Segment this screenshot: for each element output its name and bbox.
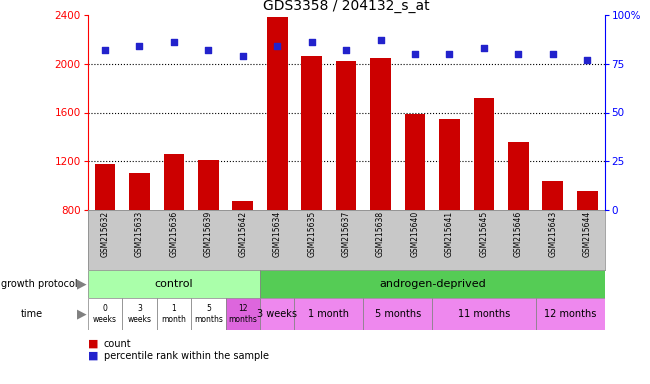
Point bbox=[478, 45, 489, 51]
Point bbox=[547, 51, 558, 57]
Text: GSM215641: GSM215641 bbox=[445, 211, 454, 257]
Text: GSM215636: GSM215636 bbox=[170, 211, 178, 257]
Bar bbox=[198, 160, 218, 210]
Text: 12 months: 12 months bbox=[544, 309, 596, 319]
Bar bbox=[302, 56, 322, 210]
Point bbox=[514, 51, 524, 57]
Bar bbox=[226, 298, 260, 330]
Text: 3 weeks: 3 weeks bbox=[257, 309, 297, 319]
Bar bbox=[474, 98, 494, 210]
Bar bbox=[432, 298, 536, 330]
Text: GSM215635: GSM215635 bbox=[307, 211, 316, 257]
Point bbox=[203, 47, 213, 53]
Bar bbox=[543, 181, 563, 210]
Point bbox=[135, 43, 145, 49]
Text: 0
weeks: 0 weeks bbox=[93, 304, 117, 324]
Text: GSM215646: GSM215646 bbox=[514, 211, 523, 257]
Text: 5
months: 5 months bbox=[194, 304, 223, 324]
Text: GSM215632: GSM215632 bbox=[101, 211, 109, 257]
Text: control: control bbox=[155, 279, 193, 289]
Point bbox=[582, 57, 593, 63]
Bar bbox=[508, 142, 528, 210]
Text: GSM215637: GSM215637 bbox=[342, 211, 350, 257]
Bar bbox=[536, 298, 605, 330]
Point bbox=[169, 39, 179, 45]
Point bbox=[376, 37, 386, 43]
Bar bbox=[336, 61, 356, 210]
Text: count: count bbox=[104, 339, 131, 349]
Bar bbox=[260, 270, 604, 298]
Text: time: time bbox=[21, 309, 43, 319]
Bar bbox=[191, 298, 226, 330]
Point bbox=[307, 39, 317, 45]
Bar bbox=[363, 298, 432, 330]
Text: 12
months: 12 months bbox=[228, 304, 257, 324]
Text: 1 month: 1 month bbox=[308, 309, 350, 319]
Bar bbox=[129, 174, 150, 210]
Text: ■: ■ bbox=[88, 351, 102, 361]
Text: GSM215640: GSM215640 bbox=[411, 211, 419, 257]
Text: GSM215642: GSM215642 bbox=[239, 211, 247, 257]
Text: 11 months: 11 months bbox=[458, 309, 510, 319]
Text: androgen-deprived: androgen-deprived bbox=[379, 279, 486, 289]
Bar bbox=[260, 298, 294, 330]
Point bbox=[238, 53, 248, 59]
Text: growth protocol: growth protocol bbox=[1, 279, 78, 289]
Bar bbox=[157, 298, 191, 330]
Point bbox=[445, 51, 455, 57]
Bar bbox=[294, 298, 363, 330]
Text: 1
month: 1 month bbox=[161, 304, 187, 324]
Text: GSM215643: GSM215643 bbox=[549, 211, 557, 257]
Text: GSM215645: GSM215645 bbox=[480, 211, 488, 257]
Text: GSM215644: GSM215644 bbox=[583, 211, 592, 257]
Text: ▶: ▶ bbox=[77, 278, 87, 291]
Point bbox=[100, 47, 110, 53]
Bar bbox=[95, 164, 115, 210]
Point bbox=[272, 43, 283, 49]
Bar bbox=[122, 298, 157, 330]
Text: GSM215639: GSM215639 bbox=[204, 211, 213, 257]
Text: 3
weeks: 3 weeks bbox=[127, 304, 151, 324]
Bar bbox=[88, 298, 122, 330]
Bar bbox=[88, 270, 260, 298]
Point bbox=[341, 47, 351, 53]
Text: GSM215633: GSM215633 bbox=[135, 211, 144, 257]
Bar bbox=[370, 58, 391, 210]
Bar bbox=[164, 154, 184, 210]
Bar bbox=[439, 119, 460, 210]
Text: 5 months: 5 months bbox=[374, 309, 421, 319]
Bar bbox=[577, 190, 597, 210]
Text: ▶: ▶ bbox=[77, 308, 87, 321]
Title: GDS3358 / 204132_s_at: GDS3358 / 204132_s_at bbox=[263, 0, 430, 13]
Text: percentile rank within the sample: percentile rank within the sample bbox=[104, 351, 269, 361]
Text: GSM215634: GSM215634 bbox=[273, 211, 281, 257]
Point bbox=[410, 51, 420, 57]
Bar bbox=[405, 114, 425, 210]
Bar bbox=[267, 17, 287, 210]
Bar bbox=[233, 202, 253, 210]
Text: ■: ■ bbox=[88, 339, 102, 349]
Text: GSM215638: GSM215638 bbox=[376, 211, 385, 257]
